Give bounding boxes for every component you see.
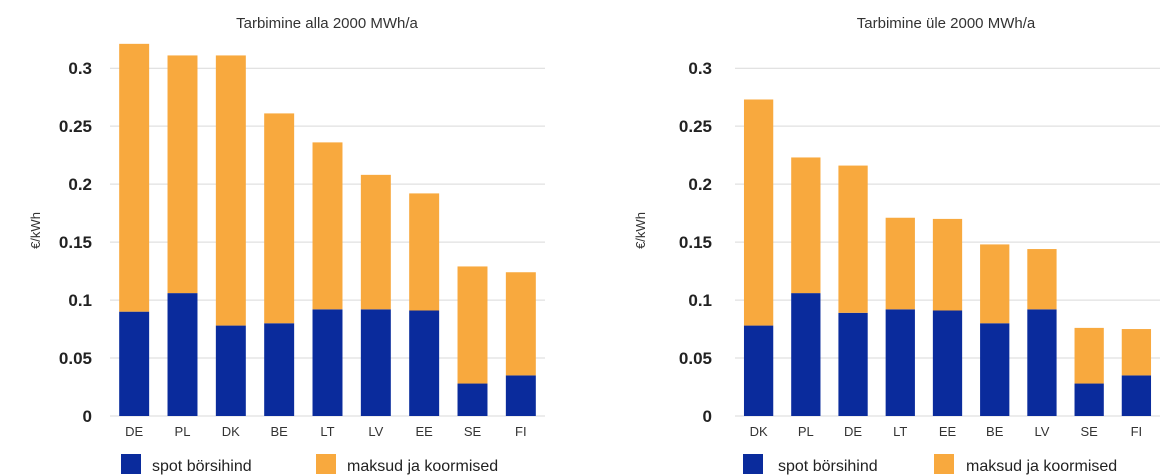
bar-fees bbox=[457, 266, 488, 384]
y-tick-label: 0.2 bbox=[68, 175, 92, 194]
bar-fees bbox=[791, 157, 821, 294]
y-tick-label: 0.1 bbox=[688, 291, 712, 310]
x-tick-label: LT bbox=[893, 424, 907, 439]
x-tick-label: DK bbox=[750, 424, 768, 439]
x-tick-label: DK bbox=[222, 424, 240, 439]
y-tick-label: 0.15 bbox=[59, 233, 92, 252]
legend-swatch-fees bbox=[934, 454, 954, 474]
x-tick-label: EE bbox=[939, 424, 957, 439]
bar-fees bbox=[360, 174, 391, 310]
y-axis-label: €/kWh bbox=[28, 212, 43, 249]
bar-fees bbox=[932, 218, 963, 311]
bar-spot bbox=[1121, 375, 1152, 416]
bar-fees bbox=[885, 217, 915, 310]
bar-fees bbox=[980, 244, 1010, 324]
bar-spot bbox=[215, 325, 246, 416]
y-tick-label: 0 bbox=[703, 407, 712, 426]
bar-spot bbox=[980, 323, 1010, 416]
legend-label-spot: spot börsihind bbox=[778, 458, 878, 475]
y-axis-label: €/kWh bbox=[633, 212, 648, 249]
x-tick-label: BE bbox=[270, 424, 288, 439]
bar-fees bbox=[743, 99, 774, 326]
bar-fees bbox=[264, 113, 295, 324]
legend-swatch-spot bbox=[743, 454, 763, 474]
bar-fees bbox=[167, 55, 198, 294]
x-tick-label: SE bbox=[464, 424, 482, 439]
x-tick-label: FI bbox=[515, 424, 527, 439]
bar-spot bbox=[360, 309, 391, 416]
chart-title: Tarbimine üle 2000 MWh/a bbox=[857, 15, 1036, 32]
bar-spot bbox=[932, 310, 963, 416]
bar-spot bbox=[1027, 309, 1057, 416]
bar-spot bbox=[1074, 383, 1104, 416]
bar-fees bbox=[1121, 329, 1152, 376]
bar-spot bbox=[119, 311, 150, 416]
bar-fees bbox=[838, 165, 868, 313]
bar-spot bbox=[743, 325, 774, 416]
chart-left: Tarbimine alla 2000 MWh/a €/kWh 0 0.05 0.1 0.… bbox=[28, 15, 545, 475]
bar-spot bbox=[167, 293, 198, 416]
chart-right: Tarbimine üle 2000 MWh/a €/kWh 0 0.05 0.1 0.1… bbox=[633, 15, 1160, 475]
y-tick-label: 0.1 bbox=[68, 291, 92, 310]
x-tick-label: PL bbox=[798, 424, 814, 439]
legend-label-spot: spot börsihind bbox=[152, 458, 252, 475]
bar-fees bbox=[505, 272, 536, 376]
bar-spot bbox=[312, 309, 343, 416]
x-tick-label: FI bbox=[1131, 424, 1143, 439]
x-tick-label: DE bbox=[844, 424, 862, 439]
x-tick-label: LT bbox=[320, 424, 334, 439]
bar-spot bbox=[505, 375, 536, 416]
y-tick-label: 0.2 bbox=[688, 175, 712, 194]
y-tick-label: 0.25 bbox=[59, 117, 92, 136]
bar-fees bbox=[312, 142, 343, 310]
bar-fees bbox=[119, 43, 150, 312]
legend-label-fees: maksud ja koormised bbox=[966, 458, 1117, 475]
y-tick-label: 0.15 bbox=[679, 233, 712, 252]
x-tick-label: PL bbox=[175, 424, 191, 439]
bar-spot bbox=[885, 309, 915, 416]
legend-swatch-fees bbox=[316, 454, 336, 474]
y-tick-label: 0 bbox=[83, 407, 92, 426]
chart-title: Tarbimine alla 2000 MWh/a bbox=[236, 15, 418, 32]
y-tick-label: 0.3 bbox=[68, 59, 92, 78]
y-tick-label: 0.05 bbox=[679, 349, 712, 368]
bar-spot bbox=[457, 383, 488, 416]
legend-label-fees: maksud ja koormised bbox=[347, 458, 498, 475]
y-tick-label: 0.25 bbox=[679, 117, 712, 136]
bar-fees bbox=[1074, 327, 1104, 384]
y-tick-label: 0.05 bbox=[59, 349, 92, 368]
bar-spot bbox=[264, 323, 295, 416]
bar-spot bbox=[791, 293, 821, 416]
bar-fees bbox=[409, 193, 440, 311]
bar-fees bbox=[215, 55, 246, 326]
y-tick-label: 0.3 bbox=[688, 59, 712, 78]
legend-swatch-spot bbox=[121, 454, 141, 474]
x-tick-label: BE bbox=[986, 424, 1004, 439]
bar-fees bbox=[1027, 249, 1057, 310]
x-tick-label: LV bbox=[1034, 424, 1049, 439]
x-tick-label: SE bbox=[1080, 424, 1098, 439]
x-tick-label: DE bbox=[125, 424, 143, 439]
bar-spot bbox=[409, 310, 440, 416]
x-tick-label: EE bbox=[415, 424, 433, 439]
x-tick-label: LV bbox=[368, 424, 383, 439]
bar-spot bbox=[838, 312, 868, 416]
